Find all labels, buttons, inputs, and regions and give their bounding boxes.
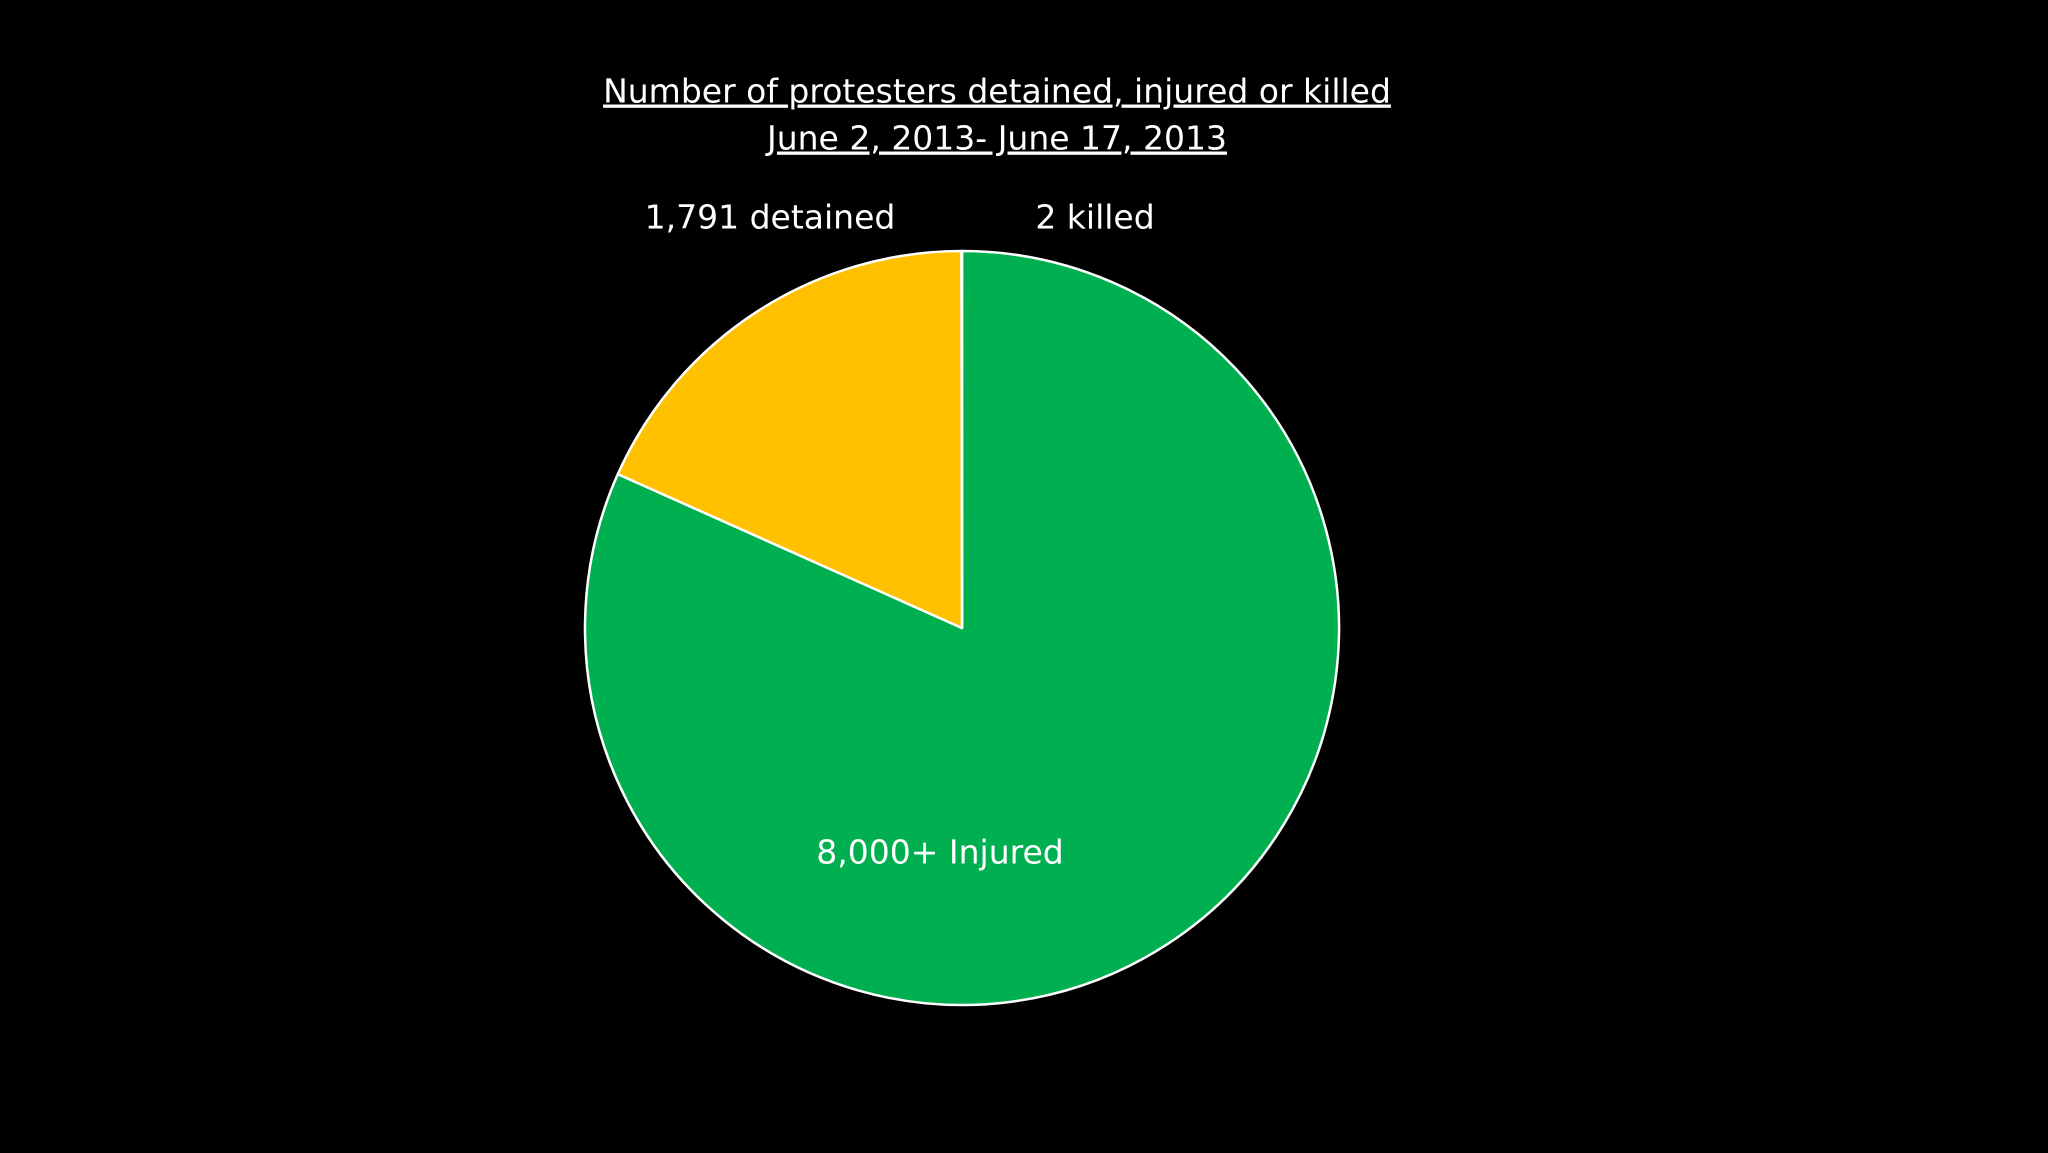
data-label: 2 killed <box>1035 198 1154 237</box>
pie-slice <box>616 249 964 630</box>
data-label: 1,791 detained <box>645 198 896 237</box>
pie-slice <box>583 249 1341 1007</box>
data-label: 8,000+ Injured <box>816 833 1063 872</box>
pie <box>583 249 1341 1007</box>
chart-subtitle: June 2, 2013- June 17, 2013 <box>765 119 1227 158</box>
chart-title: Number of protesters detained, injured o… <box>603 72 1391 111</box>
